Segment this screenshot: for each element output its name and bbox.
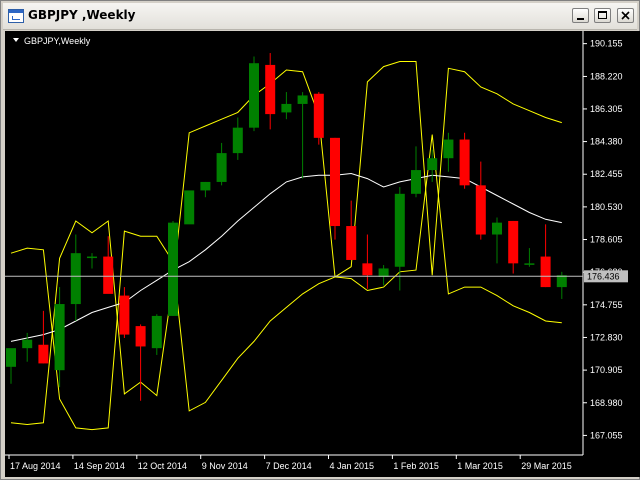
candle-body[interactable] (346, 226, 357, 260)
candle-body[interactable] (443, 139, 454, 159)
candle-body[interactable] (330, 137, 340, 227)
x-tick-label: 9 Nov 2014 (202, 461, 248, 471)
minimize-icon (577, 18, 584, 20)
candle-body[interactable] (22, 339, 33, 349)
candle-body[interactable] (281, 103, 292, 113)
candle-body[interactable] (216, 153, 227, 182)
candle-body[interactable] (6, 348, 16, 367)
x-tick-label: 7 Dec 2014 (266, 461, 312, 471)
y-tick-label: 167.055 (590, 430, 623, 440)
x-tick-label: 4 Jan 2015 (330, 461, 375, 471)
y-tick-label: 180.530 (590, 202, 623, 212)
candle-body[interactable] (362, 263, 373, 276)
candle-body[interactable] (556, 275, 567, 288)
dropdown-triangle-icon[interactable] (13, 38, 19, 42)
chart-canvas[interactable]: 190.155 188.220 186.305 184.380 182.455 180.5… (5, 31, 640, 477)
candle-body[interactable] (70, 253, 81, 305)
candle-body[interactable] (54, 304, 65, 371)
y-tick-label: 168.980 (590, 398, 623, 408)
minimize-button[interactable] (572, 8, 589, 23)
x-tick-label: 17 Aug 2014 (10, 461, 61, 471)
chart-window-icon[interactable] (8, 9, 24, 23)
y-tick-label: 170.905 (590, 365, 623, 375)
candle-body[interactable] (151, 315, 162, 349)
y-tick-label: 182.455 (590, 169, 623, 179)
y-tick-label: 172.830 (590, 332, 623, 342)
y-tick-label: 188.220 (590, 71, 623, 81)
candle-body[interactable] (475, 185, 486, 235)
upper-band-line (10, 61, 562, 431)
candle-body[interactable] (249, 63, 259, 128)
candle-body[interactable] (232, 127, 243, 154)
close-icon (621, 11, 630, 20)
lower-band-line (10, 69, 562, 426)
candle-body[interactable] (411, 170, 421, 194)
candle-body[interactable] (168, 222, 178, 316)
close-button[interactable] (617, 8, 634, 23)
candle-body[interactable] (184, 190, 195, 225)
candle-body[interactable] (313, 93, 324, 138)
candle-body[interactable] (524, 263, 535, 265)
price-chart[interactable]: 190.155 188.220 186.305 184.380 182.455 180.5… (5, 31, 640, 477)
y-tick-label: 174.755 (590, 300, 623, 310)
candle-body[interactable] (103, 256, 114, 294)
x-tick-label: 14 Sep 2014 (74, 461, 125, 471)
candle-body[interactable] (540, 256, 551, 288)
maximize-icon (598, 11, 607, 19)
candle-body[interactable] (87, 256, 97, 259)
y-tick-label: 186.305 (590, 104, 623, 114)
current-price-tag (584, 270, 628, 283)
y-tick-label: 184.380 (590, 137, 623, 147)
candle-body[interactable] (38, 344, 49, 364)
chart-symbol-label: GBPJPY,Weekly (24, 36, 91, 46)
candle-body[interactable] (492, 222, 502, 235)
candle-body[interactable] (265, 64, 276, 115)
candle-body[interactable] (135, 326, 146, 347)
x-tick-label: 1 Mar 2015 (457, 461, 503, 471)
x-tick-label: 29 Mar 2015 (521, 461, 572, 471)
candle-body[interactable] (459, 139, 470, 186)
candle-body[interactable] (427, 158, 438, 171)
middle-band-line (10, 172, 562, 342)
x-tick-label: 1 Feb 2015 (393, 461, 439, 471)
candle-body[interactable] (297, 95, 308, 104)
candle-body[interactable] (200, 181, 211, 191)
candle-body[interactable] (378, 268, 389, 277)
current-price-label: 176.436 (587, 271, 620, 281)
candle-body[interactable] (508, 220, 519, 264)
y-tick-label: 190.155 (590, 39, 623, 49)
window-title: GBPJPY ,Weekly (28, 8, 136, 22)
candle-body[interactable] (119, 295, 130, 335)
title-bar[interactable]: GBPJPY ,Weekly (3, 3, 637, 30)
candle-body[interactable] (394, 193, 405, 267)
y-tick-label: 178.605 (590, 235, 623, 245)
x-tick-label: 12 Oct 2014 (138, 461, 187, 471)
maximize-button[interactable] (594, 8, 611, 23)
